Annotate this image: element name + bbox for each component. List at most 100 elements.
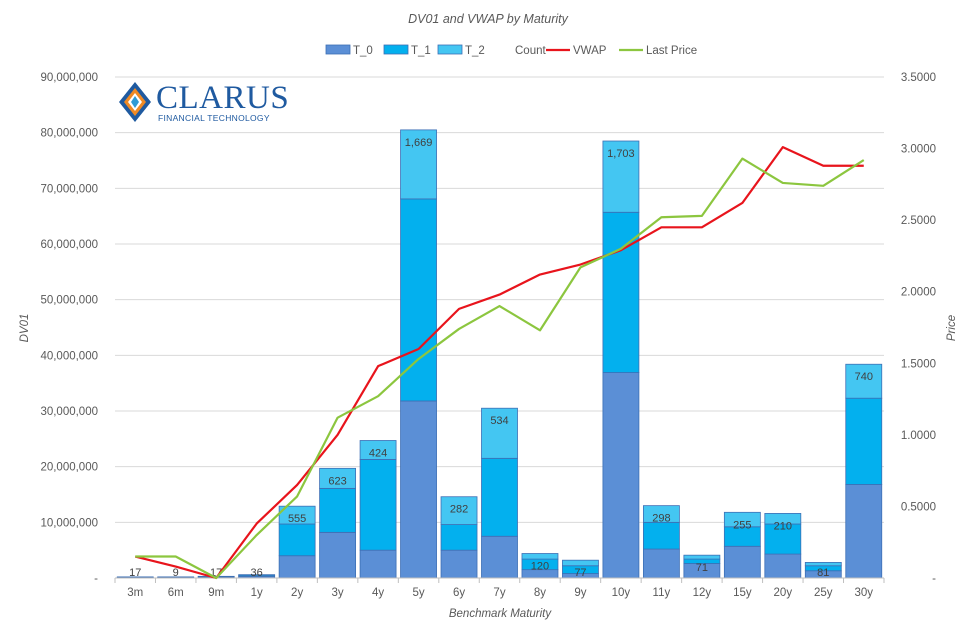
bar-t1 — [319, 487, 357, 533]
x-tick-label: 1y — [251, 587, 263, 599]
bar-t2 — [764, 513, 802, 525]
legend-swatch — [437, 44, 463, 55]
x-tick-label: 3y — [332, 587, 344, 599]
count-data-label: 77 — [574, 567, 586, 579]
count-data-label: 36 — [251, 567, 263, 579]
legend-swatch — [383, 44, 409, 55]
bar-t0 — [642, 548, 680, 579]
count-data-label: 424 — [369, 448, 387, 460]
bar-t0 — [723, 545, 761, 579]
chart-title: DV01 and VWAP by Maturity — [408, 12, 569, 26]
x-tick-label: 8y — [534, 587, 546, 599]
x-tick-label: 11y — [653, 587, 671, 599]
x-tick-label: 20y — [774, 587, 793, 599]
y-tick-label: 90,000,000 — [40, 72, 98, 84]
bar-t1 — [278, 523, 316, 557]
legend-label: T_1 — [411, 45, 431, 57]
bar-t0 — [359, 549, 397, 579]
bar-t2 — [400, 129, 437, 200]
y-axis-title: DV01 — [19, 314, 31, 343]
bar-t2 — [562, 559, 599, 567]
logo-wordmark: CLARUS — [156, 80, 290, 116]
y-tick-label: 50,000,000 — [40, 295, 98, 307]
bar-t1 — [481, 457, 518, 537]
count-data-label: 1,703 — [607, 148, 635, 160]
bar-t2 — [359, 440, 397, 460]
x-tick-label: 12y — [693, 587, 712, 599]
y2-tick-label: 3.0000 — [901, 144, 936, 156]
count-data-label: 71 — [696, 562, 708, 574]
x-tick-label: 15y — [733, 587, 752, 599]
bar-t0 — [278, 555, 316, 579]
bar-t2 — [238, 574, 276, 576]
y-tick-label: 10,000,000 — [40, 517, 98, 529]
legend-label: T_0 — [353, 45, 373, 57]
x-tick-label: 6m — [168, 587, 184, 599]
bar-t2 — [521, 553, 559, 560]
legend-label: Last Price — [646, 45, 697, 57]
y-tick-label: 40,000,000 — [40, 350, 98, 362]
clarus-logo: CLARUS FINANCIAL TECHNOLOGY — [117, 78, 289, 130]
bar-t2 — [804, 562, 842, 567]
legend-swatch — [325, 44, 351, 55]
bar-t0 — [845, 484, 883, 579]
legend-label: Count — [515, 45, 546, 57]
y2-tick-label: 2.0000 — [901, 287, 936, 299]
bar-t2 — [723, 511, 761, 528]
y2-axis-title: Price — [946, 315, 958, 341]
bar-t0 — [764, 553, 802, 579]
y-tick-label: 30,000,000 — [40, 406, 98, 418]
bar-t1 — [845, 397, 883, 485]
bar-t0 — [319, 531, 357, 579]
x-tick-label: 10y — [612, 587, 631, 599]
y2-tick-label: 0.5000 — [901, 501, 936, 513]
x-tick-label: 2y — [291, 587, 303, 599]
x-tick-label: 4y — [372, 587, 384, 599]
y-tick-label: 80,000,000 — [40, 128, 98, 140]
bar-t2 — [683, 554, 721, 560]
count-data-label: 210 — [774, 520, 792, 532]
count-data-label: 17 — [129, 567, 141, 579]
count-data-label: 1,669 — [405, 137, 433, 149]
bar-t2 — [602, 140, 640, 213]
line-vwap — [134, 146, 864, 580]
count-data-label: 298 — [652, 513, 670, 525]
x-tick-label: 6y — [453, 587, 465, 599]
bar-t1 — [602, 211, 640, 373]
bar-t1 — [440, 524, 478, 551]
x-tick-label: 7y — [493, 587, 505, 599]
bar-t1 — [157, 576, 195, 578]
line-last-price — [135, 157, 865, 580]
count-data-label: 740 — [855, 371, 873, 383]
bar-t1 — [359, 459, 397, 551]
bar-t1 — [116, 576, 154, 578]
logo-tagline: FINANCIAL TECHNOLOGY — [158, 113, 270, 123]
count-data-label: 282 — [450, 504, 468, 516]
bar-t2 — [642, 505, 680, 523]
y2-tick-label: 3.5000 — [901, 72, 936, 84]
count-data-label: 120 — [531, 561, 549, 573]
bar-t2 — [319, 467, 357, 489]
y2-tick-label: 2.5000 — [901, 215, 936, 227]
count-data-label: 9 — [173, 567, 179, 579]
y2-tick-label: 1.0000 — [901, 430, 936, 442]
x-tick-label: 30y — [854, 587, 873, 599]
y-tick-label: 20,000,000 — [40, 462, 98, 474]
count-data-label: 555 — [288, 513, 306, 525]
count-data-label: 534 — [490, 415, 508, 427]
x-tick-label: 9m — [208, 587, 224, 599]
bar-t0 — [481, 535, 518, 579]
x-axis-title: Benchmark Maturity — [449, 608, 553, 620]
bar-t2 — [481, 407, 518, 459]
y-tick-label: 60,000,000 — [40, 239, 98, 251]
x-tick-label: 25y — [814, 587, 833, 599]
bar-t2 — [845, 363, 883, 399]
bar-t0 — [602, 372, 640, 579]
bar-t0 — [400, 400, 437, 579]
bar-t1 — [642, 521, 680, 550]
y-tick-label: - — [94, 573, 98, 585]
y2-tick-label: - — [932, 573, 936, 585]
bar-t2 — [440, 496, 478, 525]
count-data-label: 623 — [328, 475, 346, 487]
